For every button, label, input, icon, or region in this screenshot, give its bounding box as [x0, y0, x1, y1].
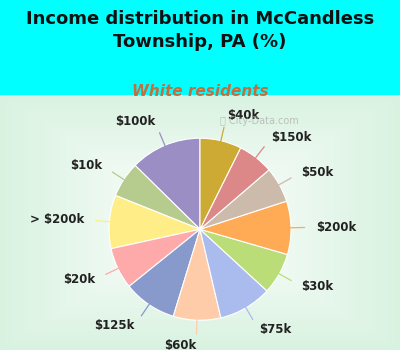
Wedge shape: [200, 201, 291, 254]
Text: $60k: $60k: [164, 339, 196, 350]
Wedge shape: [200, 229, 267, 318]
Text: Income distribution in McCandless
Township, PA (%): Income distribution in McCandless Townsh…: [26, 10, 374, 51]
Text: $50k: $50k: [302, 166, 334, 178]
Text: $20k: $20k: [63, 273, 95, 286]
Text: $100k: $100k: [115, 115, 155, 128]
Wedge shape: [129, 229, 200, 316]
Wedge shape: [200, 148, 269, 229]
Text: > $200k: > $200k: [30, 213, 84, 226]
Text: $10k: $10k: [70, 159, 102, 172]
Text: ⓘ City-Data.com: ⓘ City-Data.com: [220, 116, 299, 126]
Wedge shape: [116, 166, 200, 229]
Wedge shape: [200, 138, 241, 229]
Text: $200k: $200k: [316, 221, 357, 234]
Wedge shape: [111, 229, 200, 286]
Wedge shape: [200, 229, 288, 291]
Text: $40k: $40k: [227, 110, 259, 122]
Wedge shape: [135, 138, 200, 229]
Text: $150k: $150k: [272, 131, 312, 144]
Text: $75k: $75k: [259, 323, 291, 336]
Text: $30k: $30k: [302, 280, 334, 293]
Text: $125k: $125k: [94, 319, 135, 332]
Wedge shape: [200, 170, 286, 229]
Wedge shape: [109, 195, 200, 248]
Wedge shape: [173, 229, 221, 320]
Text: White residents: White residents: [132, 84, 268, 99]
